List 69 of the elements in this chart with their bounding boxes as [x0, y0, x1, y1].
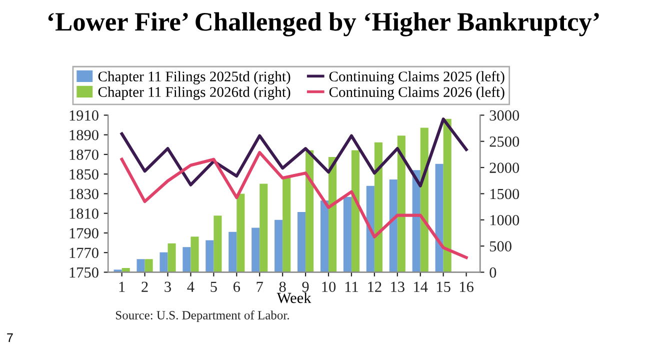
bar [298, 212, 306, 272]
x-tick-label: 5 [210, 282, 217, 292]
bar [182, 247, 191, 272]
bar [260, 184, 268, 272]
legend-label: Continuing Claims 2025 (left) [329, 70, 504, 84]
bar [236, 194, 245, 272]
y-tick-label: 1870 [70, 150, 98, 160]
bar [190, 236, 199, 272]
x-tick-label: 10 [322, 282, 336, 292]
y-tick-label: 1890 [70, 130, 98, 140]
y-tick-label: 1850 [70, 169, 98, 180]
x-tick-label: 14 [414, 282, 428, 292]
x-tick-label: 1 [119, 282, 125, 292]
bar [144, 259, 153, 272]
y2-tick-label: 1500 [490, 188, 520, 200]
bar [168, 243, 176, 272]
bar [252, 228, 260, 272]
bar [374, 142, 382, 272]
y2-tick-label: 2000 [490, 162, 520, 173]
bar [443, 118, 452, 272]
x-tick-label: 7 [256, 282, 263, 292]
line-series [120, 150, 468, 260]
bar [160, 252, 168, 272]
y-tick-label: 1810 [70, 208, 98, 219]
y2-tick-label: 2500 [490, 136, 520, 147]
x-tick-label: 9 [302, 282, 309, 292]
y2-tick-label: 3000 [490, 110, 520, 121]
source-note: Source: U.S. Department of Labor. [116, 310, 289, 322]
x-tick-label: 13 [391, 282, 404, 292]
bar [214, 216, 222, 272]
bar [328, 157, 337, 272]
x-tick-label: 16 [460, 282, 474, 292]
bar [320, 200, 329, 272]
chart-title: ‘Lower Fire’ Challenged by ‘Higher Bankruptcy’ [48, 12, 599, 36]
x-tick-label: 15 [437, 282, 450, 292]
bar [389, 180, 398, 272]
bar [343, 196, 352, 272]
y-tick-label: 1770 [70, 248, 98, 258]
bar [366, 186, 374, 272]
bar [206, 240, 214, 272]
x-tick-label: 2 [142, 282, 148, 292]
bar [136, 259, 145, 272]
text: 7 [7, 333, 13, 342]
legend-label: Chapter 11 Filings 2026td (right) [98, 86, 290, 100]
y2-tick-label: 500 [490, 241, 512, 252]
x-tick-label: 6 [233, 282, 240, 292]
x-tick-label: 3 [164, 282, 171, 292]
line-series [120, 118, 468, 188]
y-tick-label: 1790 [70, 228, 98, 238]
legend-label: Chapter 11 Filings 2025td (right) [98, 71, 290, 84]
y-tick-label: 1750 [70, 267, 98, 278]
y2-tick-label: 1000 [490, 215, 520, 226]
y-tick-label: 1910 [70, 110, 98, 121]
x-axis-title: Week [276, 292, 312, 304]
y2-tick-label: 0 [490, 267, 496, 278]
x-tick-label: 11 [345, 282, 358, 292]
x-tick-label: 12 [368, 282, 382, 292]
y-tick-label: 1830 [70, 188, 98, 200]
x-tick-label: 8 [279, 282, 286, 292]
x-tick-label: 4 [187, 282, 194, 292]
bar [397, 136, 406, 272]
legend-label: Continuing Claims 2026 (left) [329, 86, 504, 100]
bar [282, 176, 291, 272]
bar [228, 232, 237, 272]
bar [306, 150, 314, 272]
bar [351, 150, 360, 272]
bar [412, 170, 420, 272]
bar [274, 220, 283, 272]
bar [435, 164, 444, 272]
